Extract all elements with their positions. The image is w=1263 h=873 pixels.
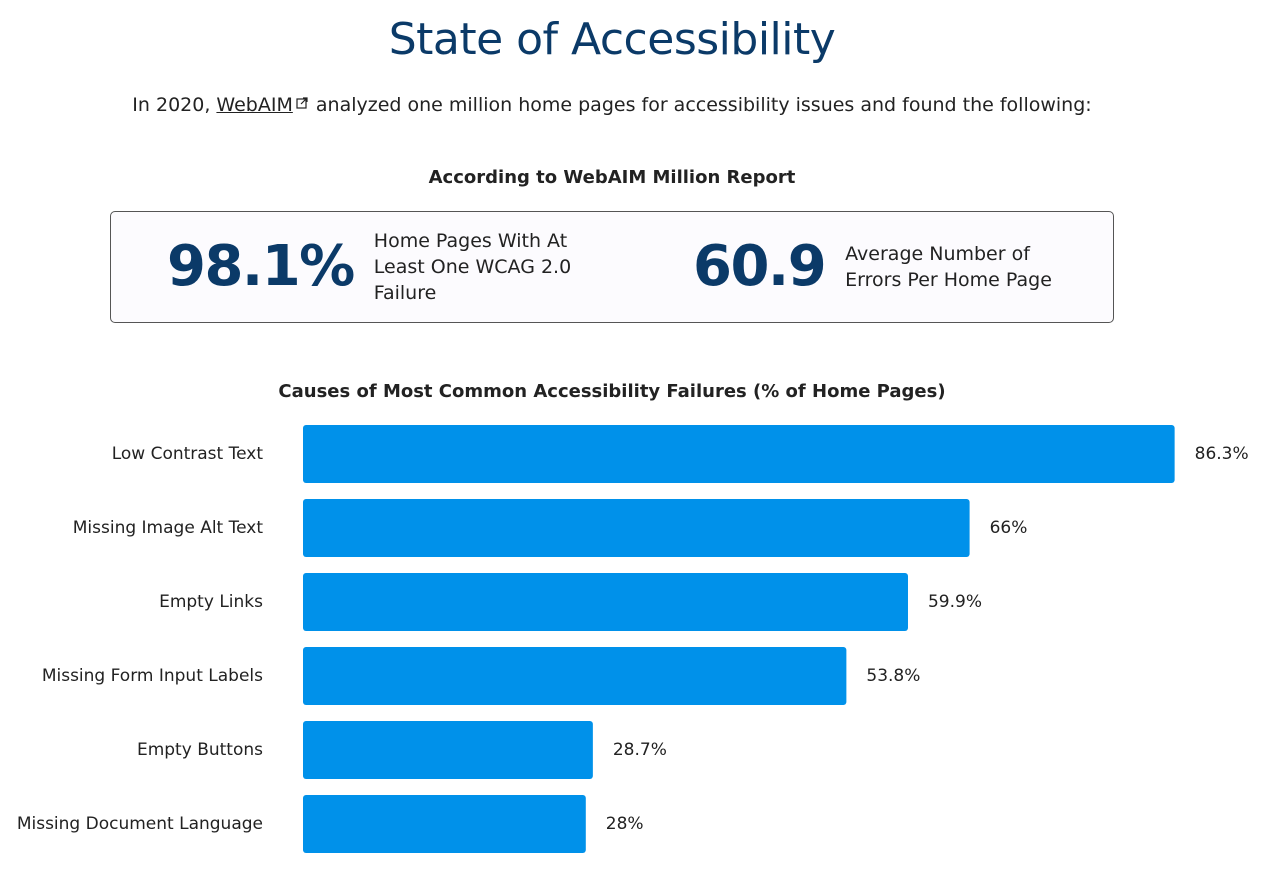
bar	[303, 573, 908, 631]
category-label: Missing Document Language	[17, 814, 263, 834]
stat-value: 98.1%	[167, 234, 355, 299]
stat-label: Average Number of Errors Per Home Page	[845, 243, 1052, 291]
value-label: 28.7%	[613, 740, 667, 760]
report-heading: According to WebAIM Million Report	[428, 167, 796, 188]
stat-failure-rate: 98.1% Home Pages With At Least One WCAG …	[167, 212, 589, 322]
webaim-link[interactable]: WebAIM	[216, 94, 293, 116]
bar	[303, 721, 593, 779]
value-label: 28%	[606, 814, 644, 834]
external-link-icon	[296, 97, 308, 109]
category-label: Empty Links	[159, 592, 263, 612]
stats-box: 98.1% Home Pages With At Least One WCAG …	[110, 211, 1114, 323]
category-label: Empty Buttons	[137, 740, 263, 760]
bar	[303, 647, 847, 705]
category-label: Missing Form Input Labels	[42, 666, 263, 686]
intro-prefix: In 2020,	[132, 94, 217, 116]
value-label: 86.3%	[1195, 444, 1249, 464]
chart-title: Causes of Most Common Accessibility Fail…	[278, 381, 946, 402]
stat-label: Home Pages With At Least One WCAG 2.0 Fa…	[373, 230, 572, 304]
intro-suffix: analyzed one million home pages for acce…	[309, 94, 1092, 116]
value-label: 53.8%	[866, 666, 920, 686]
value-label: 59.9%	[928, 592, 982, 612]
bar-chart: Low Contrast Text 86.3% Missing Image Alt …	[17, 425, 1249, 853]
value-label: 66%	[990, 518, 1028, 538]
bar	[303, 425, 1175, 483]
bar	[303, 795, 586, 853]
category-label: Missing Image Alt Text	[73, 518, 264, 538]
stat-average-errors: 60.9 Average Number of Errors Per Home P…	[693, 212, 1075, 322]
category-label: Low Contrast Text	[112, 444, 264, 464]
page-title: State of Accessibility	[388, 14, 836, 65]
intro-text: In 2020, WebAIM analyzed one million hom…	[0, 94, 1224, 116]
stat-value: 60.9	[693, 234, 827, 299]
bar	[303, 499, 970, 557]
